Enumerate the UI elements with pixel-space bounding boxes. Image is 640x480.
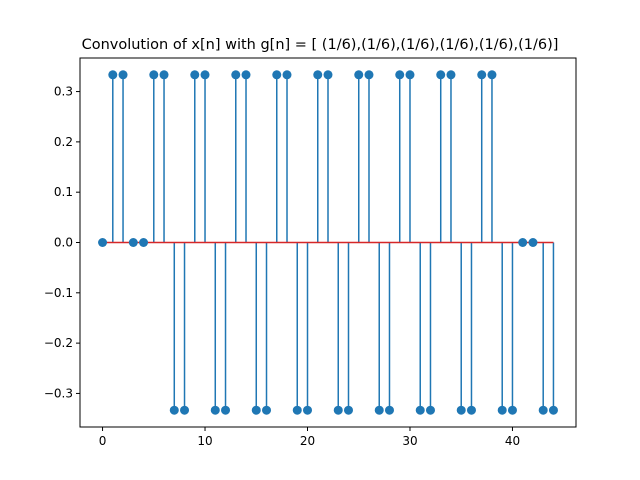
stem-marker bbox=[497, 405, 507, 415]
stem-marker bbox=[139, 238, 149, 247]
stem-marker bbox=[548, 405, 558, 415]
stem-marker bbox=[108, 70, 118, 80]
stem-marker bbox=[190, 70, 200, 80]
stem-marker bbox=[241, 70, 251, 80]
stem-marker bbox=[384, 405, 394, 415]
stem-marker bbox=[538, 405, 548, 415]
x-tick-label: 10 bbox=[197, 434, 212, 448]
stem-marker bbox=[395, 70, 405, 80]
stem-marker bbox=[292, 405, 302, 415]
stem-marker bbox=[303, 405, 313, 415]
stem-marker bbox=[507, 405, 517, 415]
y-tick-label: 0.3 bbox=[54, 85, 73, 99]
stem-marker bbox=[98, 238, 108, 247]
stem-marker bbox=[169, 405, 179, 415]
stem-marker bbox=[456, 405, 466, 415]
stem-marker bbox=[251, 405, 261, 415]
y-tick-label: 0.1 bbox=[54, 185, 73, 199]
stem-marker bbox=[180, 405, 190, 415]
stem-marker bbox=[405, 70, 415, 80]
stem-marker bbox=[128, 238, 138, 247]
chart-axes: 0 10 20 30 40 −0.3 −0.2 −0.1 0.0 0.1 0.2 0.3 bbox=[44, 85, 520, 448]
stem-marker bbox=[272, 70, 282, 80]
x-tick-label: 40 bbox=[505, 434, 520, 448]
stem-marker bbox=[374, 405, 384, 415]
stem-marker bbox=[354, 70, 364, 80]
stem-marker bbox=[210, 405, 220, 415]
y-tick-label: 0.0 bbox=[54, 236, 73, 250]
y-tick-label: −0.2 bbox=[44, 336, 73, 350]
y-tick-label: −0.1 bbox=[44, 286, 73, 300]
stem-marker bbox=[415, 405, 425, 415]
chart-marks bbox=[98, 70, 558, 415]
stem-marker bbox=[200, 70, 210, 80]
stem-marker bbox=[118, 70, 128, 80]
stem-marker bbox=[231, 70, 241, 80]
stem-marker bbox=[333, 405, 343, 415]
stem-marker bbox=[446, 70, 456, 80]
stem-marker bbox=[436, 70, 446, 80]
stem-marker bbox=[149, 70, 159, 80]
y-tick-label: −0.3 bbox=[44, 386, 73, 400]
stem-marker bbox=[262, 405, 272, 415]
stem-marker bbox=[282, 70, 292, 80]
stem-marker bbox=[323, 70, 333, 80]
stem-marker bbox=[518, 238, 528, 247]
stem-marker bbox=[477, 70, 487, 80]
stem-marker bbox=[343, 405, 353, 415]
stem-marker bbox=[487, 70, 497, 80]
stem-marker bbox=[159, 70, 169, 80]
stem-marker bbox=[425, 405, 435, 415]
stem-marker bbox=[528, 238, 538, 247]
stem-marker bbox=[466, 405, 476, 415]
stem-marker bbox=[364, 70, 374, 80]
x-tick-label: 0 bbox=[99, 434, 107, 448]
plot-frame bbox=[79, 57, 577, 428]
chart-title: Convolution of x[n] with g[n] = [ (1/6),… bbox=[82, 37, 559, 53]
stem-marker bbox=[221, 405, 231, 415]
stem-marker bbox=[313, 70, 323, 80]
x-tick-label: 30 bbox=[402, 434, 417, 448]
x-tick-label: 20 bbox=[300, 434, 315, 448]
y-tick-label: 0.2 bbox=[54, 135, 73, 149]
